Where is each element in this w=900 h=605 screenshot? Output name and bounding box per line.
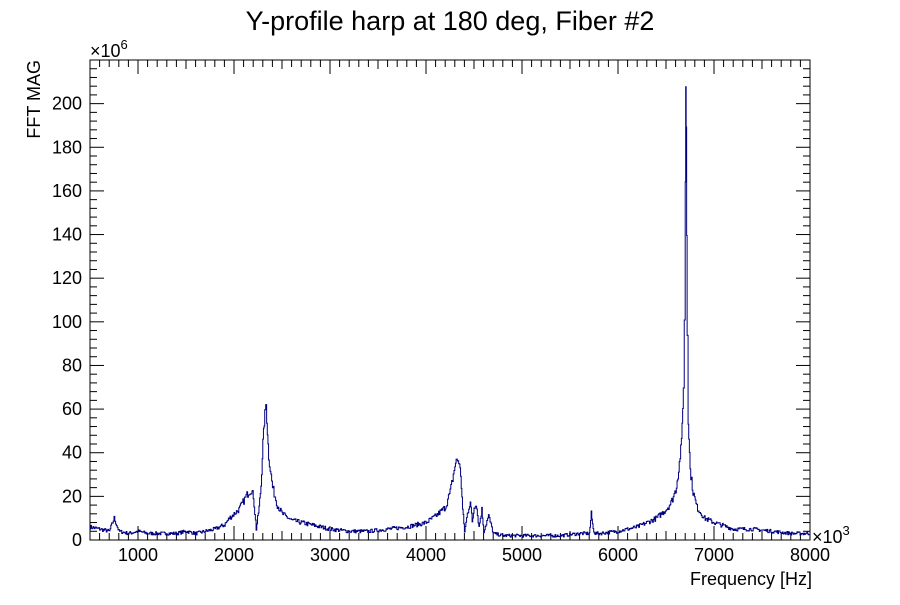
y-tick-label: 120 (52, 268, 82, 288)
y-tick-label: 40 (62, 443, 82, 463)
chart-title: Y-profile harp at 180 deg, Fiber #2 (246, 6, 655, 36)
x-axis-exponent: ×103 (812, 523, 850, 547)
y-tick-label: 160 (52, 181, 82, 201)
x-axis-title: Frequency [Hz] (690, 569, 812, 589)
y-tick-label: 20 (62, 486, 82, 506)
y-tick-label: 60 (62, 399, 82, 419)
plot-frame (89, 59, 811, 541)
y-tick-label: 180 (52, 137, 82, 157)
y-exponent-base: ×10 (90, 41, 121, 61)
y-tick-label: 100 (52, 312, 82, 332)
y-tick-label: 140 (52, 225, 82, 245)
y-tick-label: 80 (62, 355, 82, 375)
x-tick-label: 7000 (694, 545, 734, 565)
x-tick-label: 1000 (118, 545, 158, 565)
x-tick-label: 8000 (790, 545, 830, 565)
x-tick-label: 3000 (310, 545, 350, 565)
x-tick-label: 2000 (214, 545, 254, 565)
y-axis-title: FFT MAG (24, 60, 44, 139)
x-tick-label: 4000 (406, 545, 446, 565)
series-line (90, 86, 811, 538)
x-exponent-power: 3 (843, 523, 850, 538)
x-tick-label: 5000 (502, 545, 542, 565)
y-tick-label: 0 (72, 530, 82, 550)
x-tick-label: 6000 (598, 545, 638, 565)
y-exponent-power: 6 (121, 37, 128, 52)
x-exponent-base: ×10 (812, 527, 843, 547)
y-tick-label: 200 (52, 94, 82, 114)
y-axis-exponent: ×106 (90, 37, 128, 61)
